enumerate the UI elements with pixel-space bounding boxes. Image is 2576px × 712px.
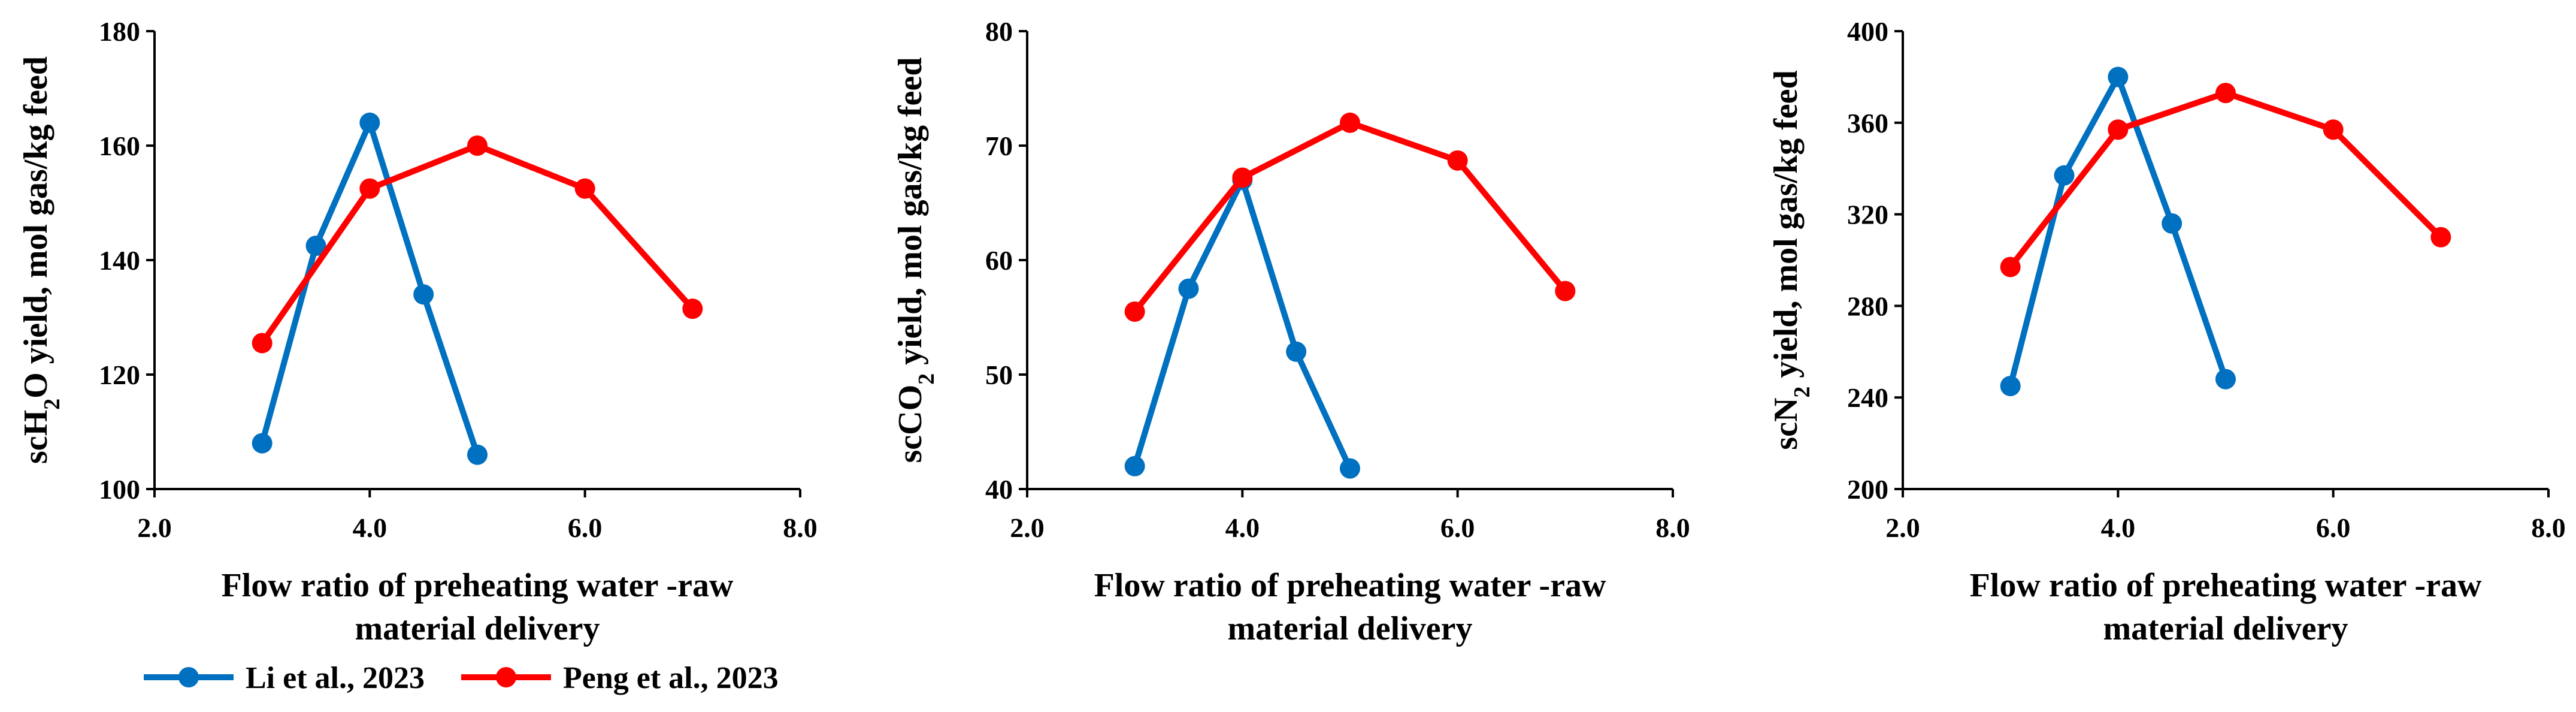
series-li bbox=[2000, 67, 2236, 397]
x-tick-label: 2.0 bbox=[1885, 512, 1920, 543]
legend-label: Li et al., 2023 bbox=[246, 661, 425, 695]
data-point bbox=[2215, 369, 2236, 390]
y-tick-label: 50 bbox=[985, 360, 1013, 390]
chart-panel-3: 200 240 280 320 360 400 2.0 4.0 6.0 8.0 Flow ratio… bbox=[1767, 16, 2566, 647]
series-li bbox=[1124, 170, 1360, 479]
series-line bbox=[2008, 90, 2443, 269]
data-point bbox=[2000, 257, 2021, 277]
x-tick-label: 4.0 bbox=[2101, 512, 2136, 543]
x-tick-label: 4.0 bbox=[353, 512, 388, 543]
data-point bbox=[2054, 165, 2075, 186]
data-point bbox=[2430, 227, 2451, 248]
y-tick-label: 280 bbox=[1847, 291, 1888, 321]
legend-swatch-marker bbox=[178, 667, 199, 687]
series-peng bbox=[2000, 83, 2451, 277]
legend-item: Peng et al., 2023 bbox=[461, 661, 779, 695]
x-axis-title: material delivery bbox=[2103, 610, 2348, 647]
data-point bbox=[1124, 301, 1145, 322]
y-tick-label: 60 bbox=[985, 245, 1013, 276]
series-line bbox=[1131, 177, 1353, 470]
series-li bbox=[252, 112, 488, 465]
x-tick-label: 6.0 bbox=[568, 512, 603, 543]
y-tick-label: 360 bbox=[1847, 108, 1888, 138]
x-axis-title: Flow ratio of preheating water -raw bbox=[1094, 567, 1606, 604]
x-tick-label: 4.0 bbox=[1225, 512, 1260, 543]
y-tick-label: 200 bbox=[1847, 474, 1888, 505]
y-axis-title: scCO2 yield, mol gas/kg feed bbox=[892, 58, 939, 463]
data-point bbox=[1232, 167, 1253, 188]
data-point bbox=[252, 333, 273, 354]
data-point bbox=[359, 112, 380, 133]
legend-item: Li et al., 2023 bbox=[144, 661, 425, 695]
data-point bbox=[2108, 119, 2129, 140]
y-tick-label: 120 bbox=[99, 360, 140, 390]
data-point bbox=[2162, 213, 2183, 234]
data-point bbox=[682, 298, 703, 319]
chart-panel-1: 100 120 140 160 180 2.0 4.0 6.0 8.0 Flow ratio of… bbox=[17, 16, 818, 647]
data-point bbox=[305, 236, 326, 257]
data-point bbox=[1286, 341, 1307, 362]
x-tick-label: 2.0 bbox=[1010, 512, 1045, 543]
y-tick-label: 40 bbox=[985, 474, 1013, 505]
chart-panel-2: 40 50 60 70 80 2.0 4.0 6.0 8.0 Flow ratio of preh… bbox=[892, 16, 1690, 647]
y-tick-label: 80 bbox=[985, 16, 1013, 47]
y-axis-title: scN2 yield, mol gas/kg feed bbox=[1767, 70, 1815, 449]
x-tick-label: 8.0 bbox=[783, 512, 818, 543]
data-point bbox=[1178, 278, 1199, 299]
data-point bbox=[467, 135, 488, 156]
x-tick-label: 6.0 bbox=[1440, 512, 1475, 543]
chart-panels: 100 120 140 160 180 2.0 4.0 6.0 8.0 Flow ratio of… bbox=[17, 16, 2566, 647]
data-point bbox=[1340, 458, 1360, 479]
legend: Li et al., 2023 Peng et al., 2023 bbox=[144, 661, 779, 695]
legend-swatch-marker bbox=[496, 667, 516, 687]
x-tick-label: 8.0 bbox=[1655, 512, 1690, 543]
series-line bbox=[259, 119, 480, 456]
y-tick-label: 320 bbox=[1847, 200, 1888, 230]
series-line bbox=[259, 143, 695, 345]
x-tick-label: 2.0 bbox=[137, 512, 172, 543]
x-tick-label: 6.0 bbox=[2316, 512, 2351, 543]
series-peng bbox=[1124, 112, 1576, 322]
data-point bbox=[574, 178, 595, 199]
data-point bbox=[1555, 280, 1576, 301]
data-point bbox=[1124, 455, 1145, 476]
data-point bbox=[359, 178, 380, 199]
y-tick-label: 140 bbox=[99, 245, 140, 276]
y-tick-label: 240 bbox=[1847, 382, 1888, 413]
legend-label: Peng et al., 2023 bbox=[563, 661, 779, 695]
data-point bbox=[413, 284, 434, 305]
series-peng bbox=[252, 135, 703, 354]
x-axis-title: material delivery bbox=[355, 610, 600, 647]
y-tick-label: 160 bbox=[99, 131, 140, 161]
data-point bbox=[252, 433, 273, 454]
y-tick-label: 180 bbox=[99, 16, 140, 47]
y-tick-label: 100 bbox=[99, 474, 140, 505]
data-point bbox=[2000, 376, 2021, 397]
data-point bbox=[2108, 67, 2129, 88]
x-axis-title: Flow ratio of preheating water -raw bbox=[1970, 567, 2482, 604]
data-point bbox=[2215, 83, 2236, 104]
series-line bbox=[1132, 119, 1568, 314]
y-axis-title: scH2O yield, mol gas/kg feed bbox=[17, 56, 65, 464]
y-tick-label: 70 bbox=[985, 131, 1013, 161]
data-point bbox=[2323, 119, 2344, 140]
data-point bbox=[467, 444, 488, 465]
x-axis-title: material delivery bbox=[1228, 610, 1473, 647]
data-point bbox=[1447, 150, 1468, 171]
y-tick-label: 400 bbox=[1847, 16, 1888, 47]
x-axis-title: Flow ratio of preheating water -raw bbox=[222, 567, 734, 604]
data-point bbox=[1340, 112, 1360, 133]
x-tick-label: 8.0 bbox=[2531, 512, 2566, 543]
